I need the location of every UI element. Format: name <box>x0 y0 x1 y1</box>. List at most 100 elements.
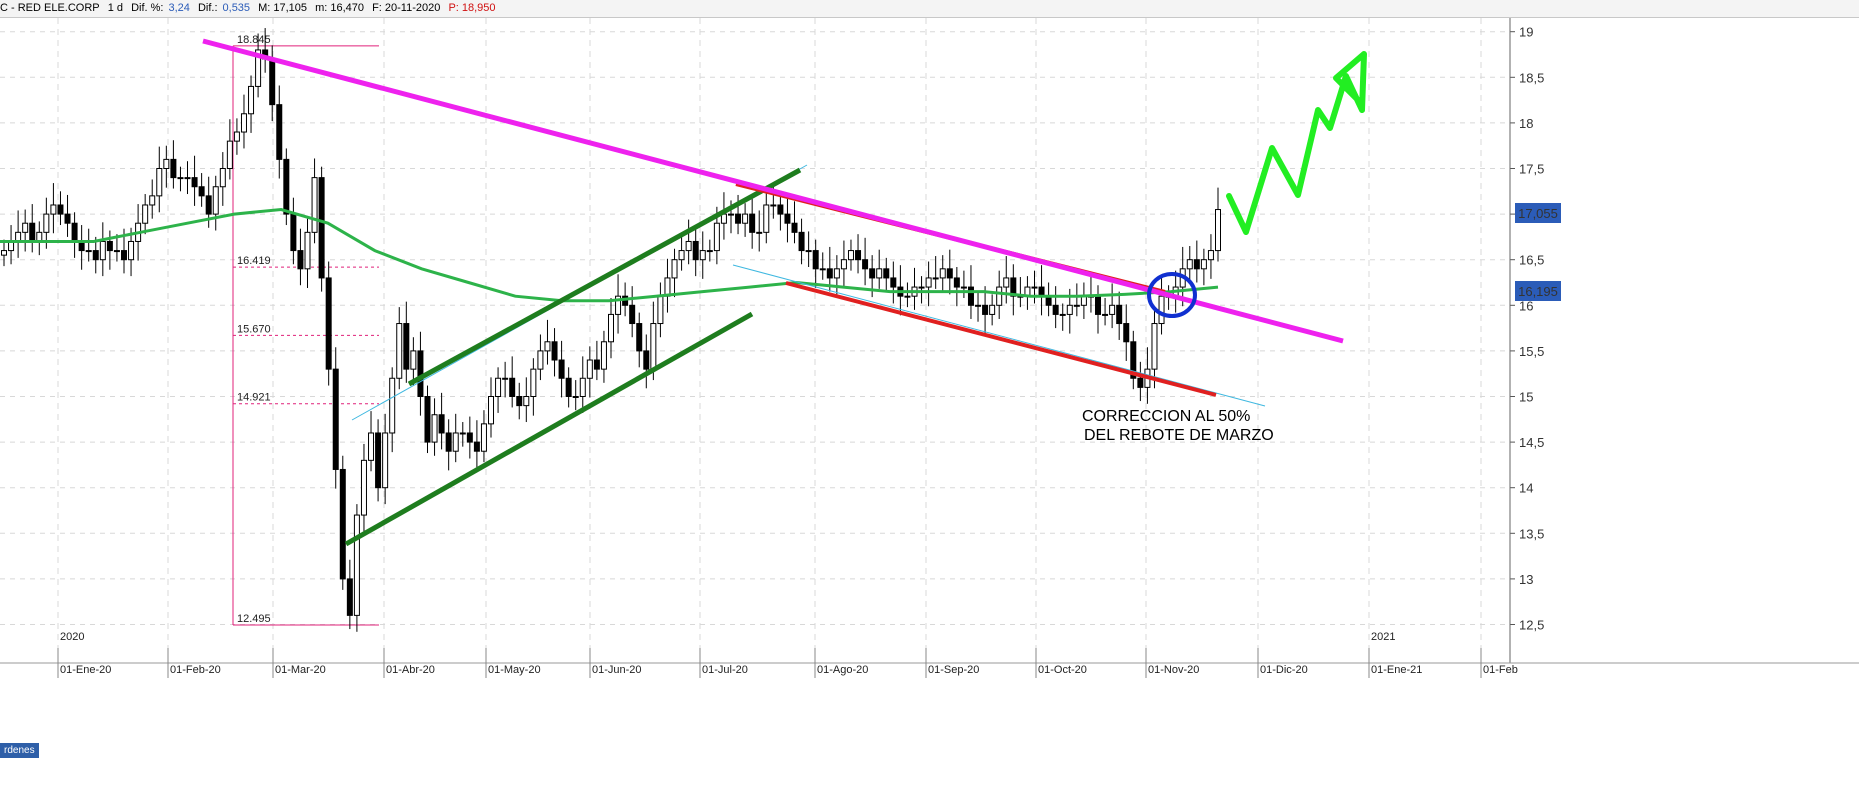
candle-84 <box>593 359 600 370</box>
candle-34 <box>240 113 247 133</box>
candle-171 <box>1207 250 1214 261</box>
candle-72 <box>509 377 516 398</box>
candle-68 <box>480 423 487 452</box>
candle-13 <box>92 250 99 261</box>
price-chart[interactable]: 1918,51817,51716,51615,51514,51413,51312… <box>0 18 1859 801</box>
candle-74 <box>523 396 530 407</box>
candle-80 <box>565 377 572 398</box>
candle-6 <box>43 213 50 233</box>
support-line <box>785 281 1217 397</box>
fib-label-4: 12.495 <box>237 613 271 625</box>
candle-53 <box>375 432 382 489</box>
fib-label-3: 14.921 <box>237 392 271 404</box>
candle-49 <box>346 578 353 616</box>
candle-130 <box>918 286 925 289</box>
fib-label-2: 15.670 <box>237 323 271 335</box>
candle-26 <box>184 177 191 180</box>
candle-96 <box>678 250 685 261</box>
price-value: P: 18,950 <box>448 2 496 14</box>
candle-101 <box>713 222 720 252</box>
candle-119 <box>840 259 847 270</box>
candle-169 <box>1193 259 1200 270</box>
candle-55 <box>389 377 396 434</box>
candle-146 <box>1031 286 1038 289</box>
chart-header: C - RED ELE.CORP 1 d Dif. %: 3,24 Dif.: 0,… <box>0 0 1859 18</box>
candle-118 <box>833 268 840 279</box>
candle-46 <box>325 277 332 370</box>
candle-77 <box>544 341 551 352</box>
ordenes-tab[interactable]: rdenes <box>0 743 39 758</box>
price-tag-bg-1 <box>1515 281 1561 301</box>
candle-133 <box>939 268 946 279</box>
dif-pct-value: 3,24 <box>168 2 190 14</box>
candle-51 <box>360 459 367 516</box>
candle-32 <box>226 140 233 169</box>
channel-upper-line <box>407 167 802 387</box>
candle-78 <box>551 341 558 361</box>
candle-23 <box>163 158 170 170</box>
candle-9 <box>64 213 71 224</box>
annotation-line-2: DEL REBOTE DE MARZO <box>1084 427 1274 444</box>
ytick-label-1: 18,5 <box>1519 70 1544 85</box>
candle-83 <box>586 359 593 379</box>
candle-75 <box>530 368 537 398</box>
period-label: 1 d <box>107 2 123 14</box>
candle-95 <box>671 259 678 279</box>
xtick-label-9: 01-Oct-20 <box>1038 664 1087 676</box>
candle-35 <box>248 85 255 115</box>
candle-14 <box>99 240 106 261</box>
xtick-label-5: 01-Jun-20 <box>592 664 642 676</box>
dif-pct-label: Dif. %: <box>131 2 164 14</box>
candle-105 <box>742 213 749 224</box>
candle-91 <box>643 350 650 370</box>
symbol-name: C - RED ELE.CORP <box>0 2 100 14</box>
candle-62 <box>438 414 445 434</box>
xtick-label-8: 01-Sep-20 <box>928 664 979 676</box>
candle-98 <box>692 240 699 261</box>
candle-17 <box>120 250 127 261</box>
candle-50 <box>353 514 360 616</box>
candle-111 <box>784 213 791 224</box>
ytick-label-0: 19 <box>1519 25 1533 40</box>
candle-41 <box>290 213 297 252</box>
candle-36 <box>255 49 262 87</box>
candle-117 <box>826 268 833 279</box>
candle-33 <box>233 131 240 142</box>
candle-168 <box>1186 259 1193 270</box>
candle-67 <box>473 441 480 452</box>
candle-64 <box>452 432 459 452</box>
candle-66 <box>466 432 473 443</box>
candle-158 <box>1116 304 1123 325</box>
candle-29 <box>205 195 212 215</box>
candle-159 <box>1123 323 1130 343</box>
ytick-label-3: 17,5 <box>1519 162 1544 177</box>
candle-3 <box>22 222 29 233</box>
candle-128 <box>904 295 911 298</box>
ytick-label-9: 14,5 <box>1519 435 1544 450</box>
xtick-label-4: 01-May-20 <box>488 664 541 676</box>
ytick-label-13: 12,5 <box>1519 618 1544 633</box>
xtick-label-10: 01-Nov-20 <box>1148 664 1199 676</box>
candle-70 <box>495 377 502 398</box>
projection-arrow <box>1226 51 1367 235</box>
candle-73 <box>516 396 523 407</box>
candle-141 <box>996 286 1003 306</box>
candle-109 <box>770 204 777 207</box>
candle-31 <box>219 168 226 188</box>
xtick-label-0: 01-Ene-20 <box>60 664 111 676</box>
candle-16 <box>113 250 120 253</box>
candle-155 <box>1095 295 1102 315</box>
candle-81 <box>572 396 579 398</box>
candle-164 <box>1158 295 1165 325</box>
candle-157 <box>1109 304 1116 315</box>
candle-10 <box>71 222 78 242</box>
main-resistance-line <box>202 38 1344 344</box>
candle-156 <box>1102 313 1109 316</box>
candle-115 <box>812 250 819 270</box>
candle-27 <box>191 177 198 188</box>
candle-124 <box>876 268 883 279</box>
candle-24 <box>170 158 177 179</box>
candle-82 <box>579 377 586 398</box>
candle-56 <box>396 323 403 379</box>
candle-110 <box>777 204 784 215</box>
